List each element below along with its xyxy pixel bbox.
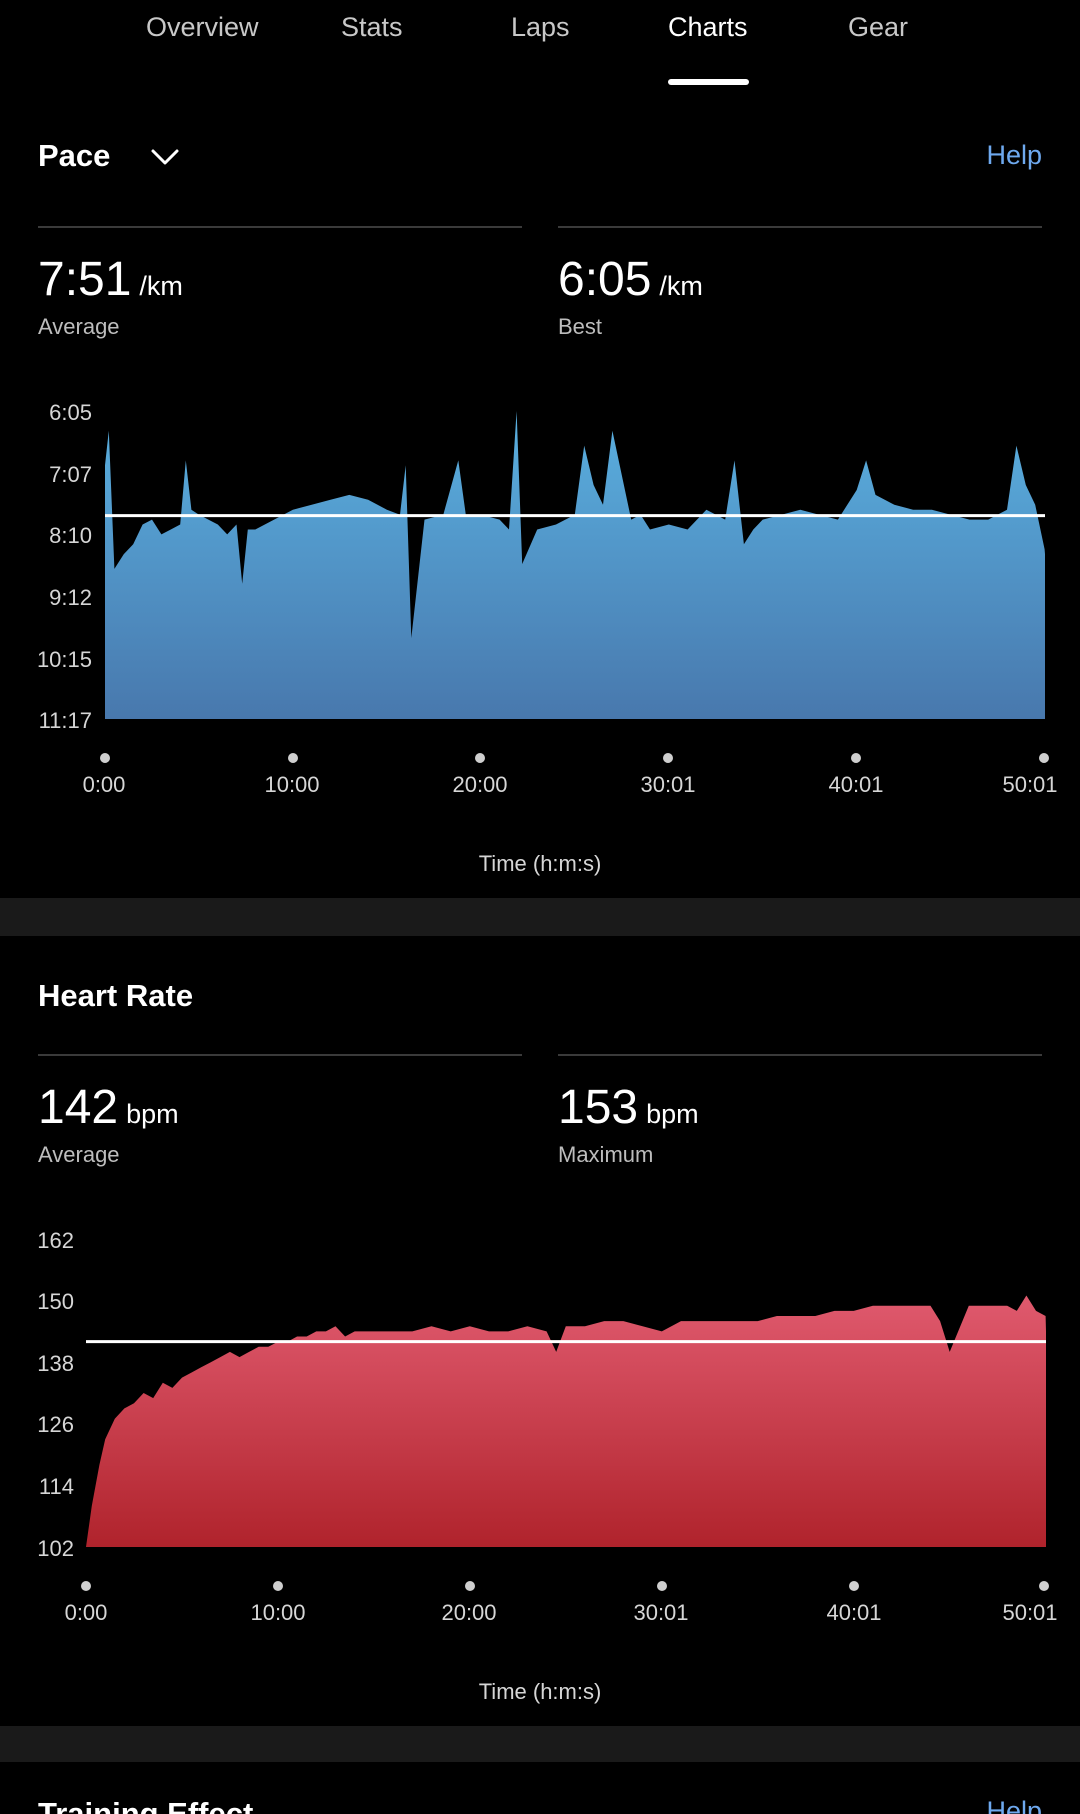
x-tick-label: 10:00 [250, 1600, 306, 1625]
x-tick-dot [1039, 1581, 1049, 1591]
unit-label: bpm [126, 1099, 179, 1129]
active-tab-indicator [668, 79, 749, 85]
x-tick-dot [475, 753, 485, 763]
heart-rate-chart[interactable] [86, 1239, 1046, 1549]
heart-rate-area [86, 1295, 1046, 1547]
pace-best-value: 6:05/km [558, 253, 703, 306]
hr-maximum-label: Maximum [558, 1142, 654, 1167]
heart-rate-card: Heart Rate 142 bpm Average 153 bpm Maximum… [0, 936, 1080, 1726]
x-tick-dot [273, 1581, 283, 1591]
pace-area [105, 411, 1045, 719]
x-tick-label: 50:01 [1002, 1600, 1058, 1625]
x-tick-dot [1039, 753, 1049, 763]
tab-overview[interactable]: Overview [146, 12, 259, 42]
divider [38, 1054, 522, 1056]
pace-title: Pace [38, 138, 111, 173]
hr-average-label: Average [38, 1142, 120, 1167]
x-tick-label: 30:01 [640, 772, 696, 797]
y-tick-label: 9:12 [49, 585, 92, 610]
x-tick-label: 20:00 [452, 772, 508, 797]
y-tick-label: 138 [37, 1351, 74, 1376]
y-tick-label: 8:10 [49, 523, 92, 548]
y-tick-label: 126 [37, 1412, 74, 1437]
x-tick-label: 50:01 [1002, 772, 1058, 797]
tab-laps[interactable]: Laps [511, 12, 570, 42]
top-tab-bar: Overview Stats Laps Charts Gear [0, 0, 1080, 86]
tab-charts[interactable]: Charts [668, 12, 748, 42]
section-separator [0, 898, 1080, 936]
pace-average-value: 7:51/km [38, 253, 183, 306]
divider [558, 1054, 1042, 1056]
chevron-down-icon[interactable] [150, 146, 180, 168]
x-tick-label: 40:01 [826, 1600, 882, 1625]
x-tick-label: 30:01 [633, 1600, 689, 1625]
unit-label: /km [139, 271, 183, 301]
unit-label: bpm [646, 1099, 699, 1129]
heart-rate-title: Heart Rate [38, 978, 194, 1013]
x-tick-dot [100, 753, 110, 763]
y-tick-label: 10:15 [36, 647, 92, 672]
unit-label: /km [659, 271, 703, 301]
training-effect-card: Training Effect Help [0, 1762, 1080, 1814]
divider [38, 226, 522, 228]
y-tick-label: 114 [38, 1474, 74, 1499]
hr-average-value: 142 bpm [38, 1081, 179, 1134]
x-tick-label: 0:00 [82, 772, 126, 797]
training-effect-title: Training Effect [38, 1796, 254, 1814]
y-tick-label: 162 [37, 1228, 74, 1253]
x-tick-dot [288, 753, 298, 763]
x-tick-dot [851, 753, 861, 763]
y-tick-label: 7:07 [49, 462, 92, 487]
x-tick-label: 40:01 [828, 772, 884, 797]
x-tick-label: 20:00 [441, 1600, 497, 1625]
pace-average-label: Average [38, 314, 120, 339]
x-tick-dot [81, 1581, 91, 1591]
hr-maximum-value: 153 bpm [558, 1081, 699, 1134]
x-tick-dot [849, 1581, 859, 1591]
x-tick-dot [657, 1581, 667, 1591]
pace-best-label: Best [558, 314, 603, 339]
section-separator [0, 1726, 1080, 1764]
pace-x-axis-title: Time (h:m:s) [478, 851, 602, 876]
x-tick-dot [465, 1581, 475, 1591]
pace-help-link[interactable]: Help [986, 140, 1042, 170]
y-tick-label: 11:17 [38, 708, 92, 733]
y-tick-label: 6:05 [49, 400, 92, 425]
hr-x-axis-title: Time (h:m:s) [478, 1679, 602, 1704]
pace-chart[interactable] [105, 411, 1045, 721]
pace-card: Pace Help 7:51/km Average 6:05/km Best 6… [0, 86, 1080, 898]
tab-gear[interactable]: Gear [848, 12, 909, 42]
y-tick-label: 150 [37, 1289, 74, 1314]
y-tick-label: 102 [37, 1536, 74, 1561]
training-effect-help-link[interactable]: Help [986, 1796, 1042, 1814]
x-tick-dot [663, 753, 673, 763]
tab-stats[interactable]: Stats [341, 12, 403, 42]
x-tick-label: 10:00 [264, 772, 320, 797]
x-tick-label: 0:00 [64, 1600, 108, 1625]
divider [558, 226, 1042, 228]
